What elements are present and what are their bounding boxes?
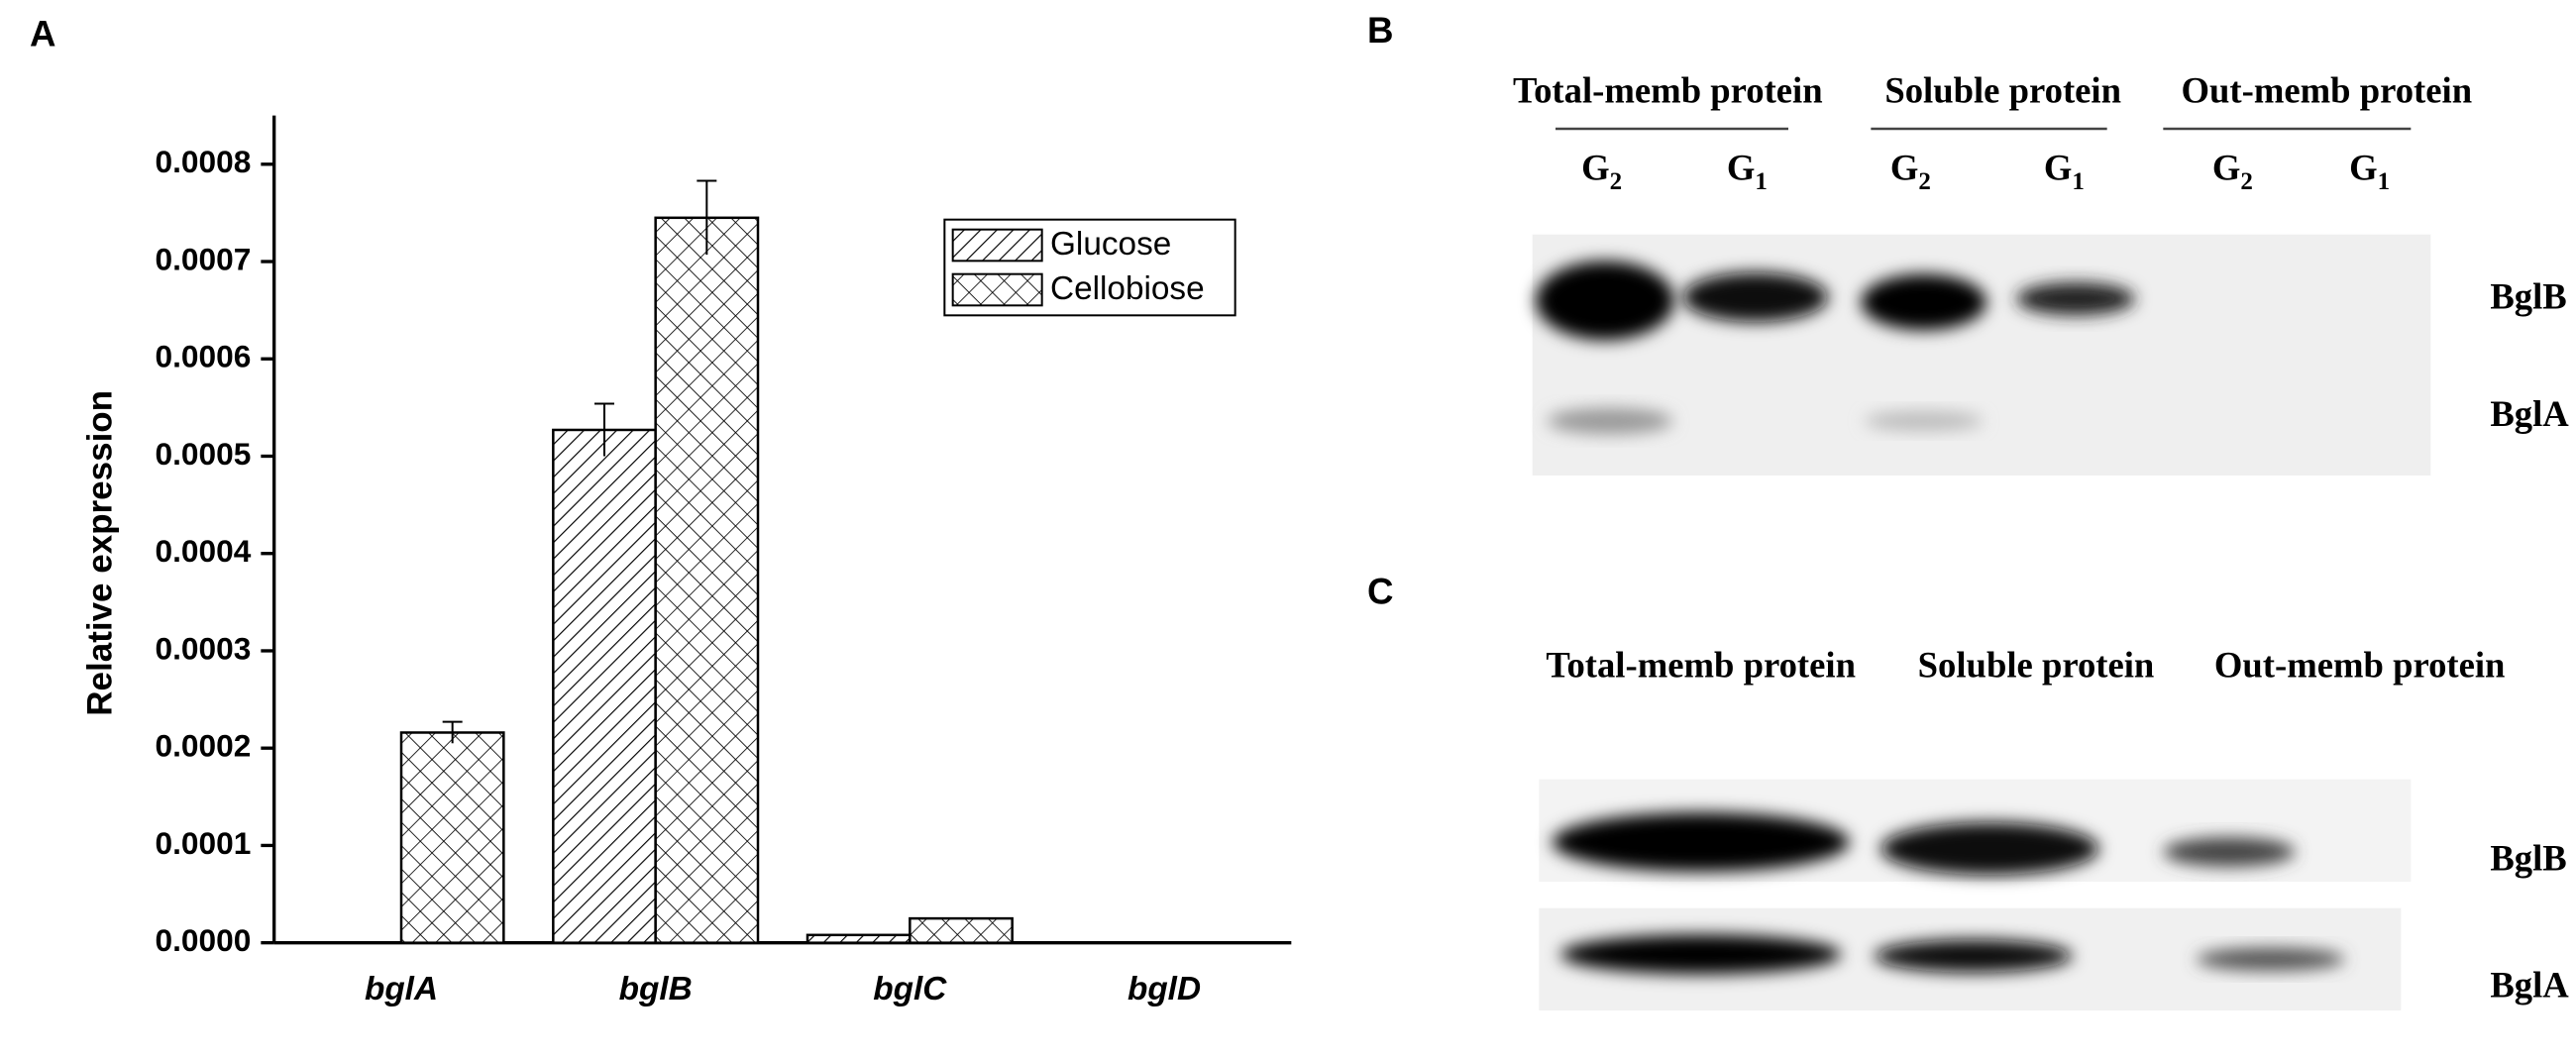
blot-membrane	[1532, 234, 2431, 476]
lane-label: G1	[2349, 148, 2390, 195]
lane-letter: G	[1581, 148, 1610, 188]
band	[1682, 272, 1828, 322]
lane-subscript: 2	[1918, 168, 1931, 195]
legend-swatch	[951, 228, 1043, 263]
error-bar	[442, 720, 463, 744]
band	[2196, 947, 2345, 971]
bar-chart: 0.0000 0.0001 0.0002 0.0003 0.0004 0.0005 0.00…	[156, 115, 1292, 1007]
lane-subscript: 2	[2240, 168, 2253, 195]
lane-letter: G	[1890, 148, 1919, 188]
lane-letter: G	[2044, 148, 2073, 188]
legend-swatch	[951, 272, 1043, 307]
band-label: BglA	[2490, 393, 2569, 434]
x-tick-label: bglD	[1127, 971, 1201, 1007]
lane-letter: G	[2349, 148, 2378, 188]
x-tick-label: bglC	[873, 971, 947, 1007]
group-label: Total-memb protein	[1513, 69, 1823, 110]
legend-label: Glucose	[1050, 226, 1171, 263]
band	[1536, 261, 1674, 341]
error-bar	[594, 402, 615, 457]
blots: Total-memb protein Soluble protein Out-mem…	[1513, 69, 2569, 1010]
group-label: Total-memb protein	[1546, 644, 1856, 685]
band	[1560, 934, 1842, 975]
lane-label: G2	[1581, 148, 1622, 195]
y-tick-label: 0.0008	[156, 144, 252, 179]
panel-letter: C	[1367, 572, 1393, 612]
group-label: Out-memb protein	[2214, 644, 2506, 685]
band-label: BglA	[2490, 965, 2569, 1006]
bar	[805, 933, 912, 944]
lane-label: G1	[2044, 148, 2085, 195]
bar	[654, 216, 760, 944]
y-tick-label: 0.0001	[156, 825, 252, 861]
band-label: BglB	[2490, 276, 2566, 317]
x-tick-label: bglA	[365, 971, 438, 1007]
lane-label: G2	[1890, 148, 1931, 195]
band	[1547, 407, 1673, 435]
panel-letter: B	[1367, 10, 1393, 51]
lane-letter: G	[1727, 148, 1756, 188]
band	[1874, 939, 2073, 973]
band	[1864, 410, 1984, 431]
band	[1552, 811, 1850, 872]
lane-subscript: 2	[1610, 168, 1623, 195]
lane-label: G1	[1727, 148, 1768, 195]
y-tick-label: 0.0006	[156, 339, 252, 374]
band	[2163, 836, 2296, 867]
lane-subscript: 1	[2072, 168, 2085, 195]
lane-label: G2	[2212, 148, 2253, 195]
lane-letter: G	[2212, 148, 2241, 188]
y-tick-label: 0.0003	[156, 630, 252, 666]
group-label: Out-memb protein	[2182, 69, 2473, 110]
legend-label: Cellobiose	[1050, 270, 1205, 307]
group-label: Soluble protein	[1918, 644, 2155, 685]
y-tick-label: 0.0005	[156, 436, 252, 472]
panel-letter: A	[30, 13, 55, 53]
band	[1861, 273, 1986, 331]
y-tick-label: 0.0007	[156, 241, 252, 276]
bar	[552, 428, 657, 944]
bar	[909, 916, 1014, 944]
y-axis-label: Relative expression	[81, 390, 120, 716]
error-bar	[697, 179, 717, 256]
y-tick-label: 0.0000	[156, 922, 252, 958]
bar	[399, 731, 505, 944]
group-label: Soluble protein	[1884, 69, 2121, 110]
band-label: BglB	[2490, 837, 2566, 878]
band	[1880, 821, 2099, 876]
y-tick-label: 0.0004	[156, 533, 252, 569]
y-tick-label: 0.0002	[156, 728, 252, 764]
band	[2016, 282, 2135, 316]
lane-subscript: 1	[2378, 168, 2391, 195]
lane-subscript: 1	[1755, 168, 1768, 195]
x-tick-label: bglB	[619, 971, 693, 1007]
